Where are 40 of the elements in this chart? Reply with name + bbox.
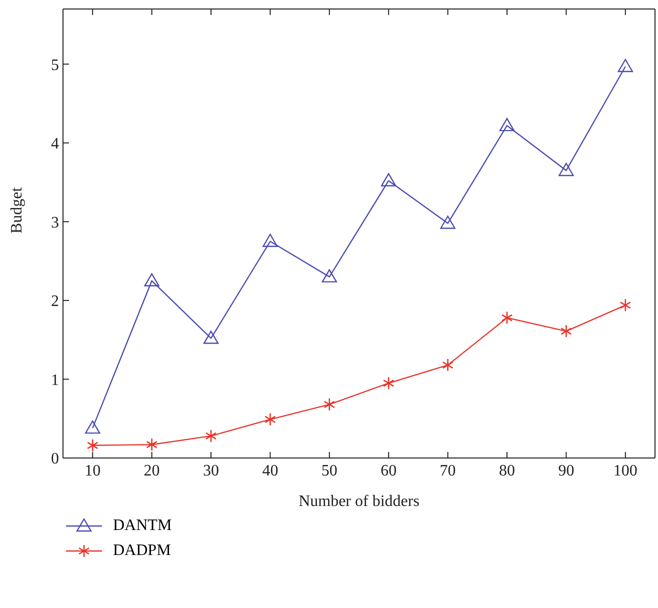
point: [205, 429, 217, 443]
legend-label: DADPM: [113, 542, 171, 560]
x-tick-label: 70: [440, 462, 456, 480]
point: [146, 438, 158, 452]
x-tick-label: 20: [144, 462, 160, 480]
point: [620, 298, 632, 312]
point: [324, 398, 336, 412]
point: [618, 58, 633, 72]
y-tick-label: 0: [51, 450, 59, 468]
point: [560, 324, 572, 338]
x-tick-label: 50: [321, 462, 338, 480]
x-tick-label: 80: [499, 462, 515, 480]
y-tick-label: 4: [51, 136, 59, 153]
y-tick-label: 3: [51, 214, 59, 232]
point: [85, 420, 100, 434]
x-tick-label: 60: [380, 462, 397, 480]
y-tick-label: 5: [51, 56, 59, 74]
point: [382, 376, 394, 390]
point: [322, 269, 337, 282]
point: [203, 330, 219, 344]
point: [144, 273, 160, 286]
x-tick-label: 40: [262, 462, 278, 480]
point: [86, 438, 98, 452]
legend-label: DANTM: [113, 516, 172, 534]
x-tick-label: 30: [203, 462, 219, 480]
y-tick-label: 2: [51, 293, 59, 310]
y-tick-label: 1: [51, 372, 59, 389]
x-tick-label: 100: [613, 462, 638, 480]
point: [381, 173, 396, 186]
y-axis-title: Budget: [8, 186, 26, 234]
point: [440, 216, 456, 229]
point: [264, 412, 276, 426]
x-tick-label: 10: [84, 462, 101, 480]
x-axis-title: Number of bidders: [298, 493, 420, 510]
x-tick-label: 90: [558, 462, 574, 480]
point: [499, 118, 515, 132]
point: [262, 234, 278, 247]
point: [442, 358, 454, 372]
point: [501, 311, 513, 324]
point: [558, 162, 574, 176]
